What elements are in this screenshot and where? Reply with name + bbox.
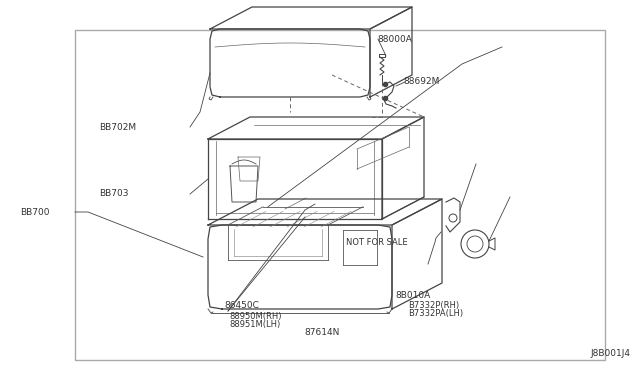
Text: 87614N: 87614N [305,328,340,337]
Text: BB700: BB700 [20,208,50,217]
Text: B7332P(RH): B7332P(RH) [408,301,460,310]
Text: 88951M(LH): 88951M(LH) [229,320,280,329]
Text: 8B010A: 8B010A [396,291,431,300]
Text: 88692M: 88692M [403,77,440,86]
Text: NOT FOR SALE: NOT FOR SALE [346,238,407,247]
Text: 86450C: 86450C [224,301,259,310]
Text: 88000A: 88000A [378,35,412,44]
Text: BB703: BB703 [99,189,129,198]
Text: B7332PA(LH): B7332PA(LH) [408,309,463,318]
Bar [75,30,605,360]
Text: J8B001J4: J8B001J4 [590,349,630,358]
Text: BB702M: BB702M [99,123,136,132]
Text: 88950M(RH): 88950M(RH) [229,312,282,321]
